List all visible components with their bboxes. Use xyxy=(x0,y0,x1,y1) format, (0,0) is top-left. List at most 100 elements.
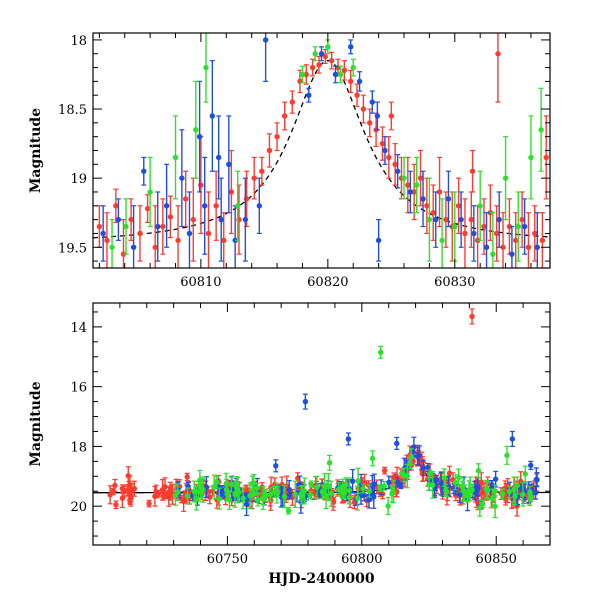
bottom-series-0-point-63 xyxy=(184,472,190,482)
top-series-0-point-34 xyxy=(347,69,354,94)
bottom-series-2-point-45 xyxy=(389,484,395,503)
top-series-2-point-3 xyxy=(172,115,179,200)
top-series-0-point-25 xyxy=(289,90,296,114)
bottom-x-axis-title: HJD-2400000 xyxy=(268,571,375,587)
bottom-series-2-point-103 xyxy=(461,484,468,502)
bottom-outlier-point-6 xyxy=(504,445,510,465)
top-model-curve xyxy=(93,60,550,239)
bottom-series-2-point-82 xyxy=(455,468,462,487)
bottom-series-2-point-69 xyxy=(477,499,483,517)
top-y-tick-label-2: 19 xyxy=(70,172,87,187)
bottom-series-1-point-88 xyxy=(371,484,377,509)
top-series-0-point-12 xyxy=(190,177,196,262)
bottom-series-2-point-46 xyxy=(443,486,450,498)
top-series-1-point-25 xyxy=(407,170,414,214)
bottom-series-2-point-38 xyxy=(407,458,413,469)
top-series-0-point-4 xyxy=(128,198,134,241)
bottom-series-2-point-109 xyxy=(223,472,229,495)
bottom-series-1-point-99 xyxy=(415,447,421,466)
bottom-series-0-point-225 xyxy=(167,481,173,501)
bottom-series-1-point-96 xyxy=(533,485,539,500)
bottom-x-tick-label-2: 60850 xyxy=(476,552,517,567)
top-y-axis-title: Magnitude xyxy=(28,108,44,193)
top-x-tick-label-2: 60830 xyxy=(434,275,475,290)
top-series-1-point-12 xyxy=(218,177,224,262)
bottom-plot-area xyxy=(93,308,550,519)
bottom-series-2-point-21 xyxy=(366,484,373,498)
bottom-series-1-point-53 xyxy=(243,492,250,517)
bottom-series-2-point-89 xyxy=(452,474,459,491)
bottom-series-2-point-47 xyxy=(240,487,246,510)
top-series-1-point-29 xyxy=(458,191,464,248)
top-series-0-point-28 xyxy=(309,58,316,77)
top-series-0-point-14 xyxy=(205,191,212,268)
top-series-1-point-15 xyxy=(242,177,249,262)
top-series-2-point-9 xyxy=(325,39,331,55)
top-series-1-point-31 xyxy=(483,212,490,268)
top-series-1-point-7 xyxy=(186,191,193,268)
top-series-0-point-9 xyxy=(167,195,174,239)
bottom-series-2-point-34 xyxy=(355,467,361,495)
bottom-series-2-point-65 xyxy=(214,476,220,489)
bottom-series-2-point-71 xyxy=(199,478,206,501)
top-series-1-point-19 xyxy=(332,65,339,84)
top-series-2-point-17 xyxy=(477,170,483,241)
top-series-1-point-4 xyxy=(155,191,161,262)
top-series-2-point-4 xyxy=(193,80,199,179)
bottom-series-2-point-83 xyxy=(314,475,320,499)
top-series-2-point-7 xyxy=(299,65,306,84)
top-series-0-point-31 xyxy=(328,51,335,70)
top-series-0-point-44 xyxy=(411,163,417,221)
bottom-series-2-point-108 xyxy=(346,490,353,505)
bottom-series-0-point-196 xyxy=(160,491,166,501)
top-series-1-point-38 xyxy=(306,87,312,103)
top-series-2-point-0 xyxy=(109,219,115,268)
bottom-series-0-point-112 xyxy=(146,499,152,508)
bottom-outlier-point-2 xyxy=(302,393,309,410)
top-y-tick-label-0: 18 xyxy=(70,34,87,49)
top-series-1-point-5 xyxy=(163,163,170,248)
top-series-2-point-12 xyxy=(401,156,407,200)
bottom-series-2-point-72 xyxy=(479,499,486,508)
top-series-0-point-22 xyxy=(266,133,273,168)
bottom-series-2-point-80 xyxy=(247,482,253,510)
top-series-1-point-1 xyxy=(115,198,122,241)
bottom-series-2-point-105 xyxy=(511,476,517,503)
top-series-0-point-55 xyxy=(481,198,487,255)
top-series-0-point-60 xyxy=(513,212,519,268)
top-series-2-point-13 xyxy=(414,156,420,214)
bottom-series-2-point-26 xyxy=(308,480,314,488)
bottom-y-axis-title: Magnitude xyxy=(28,381,44,466)
bottom-series-2-point-75 xyxy=(339,484,346,499)
top-series-2-point-8 xyxy=(312,46,318,62)
bottom-series-0-point-141 xyxy=(330,496,337,508)
bottom-series-2-point-100 xyxy=(469,483,475,497)
bottom-series-0-point-222 xyxy=(126,480,132,501)
top-series-1-point-10 xyxy=(209,60,216,172)
bottom-series-1-point-45 xyxy=(349,468,356,494)
bottom-series-2-point-39 xyxy=(475,463,482,479)
bottom-series-2-point-77 xyxy=(499,488,506,500)
bottom-outlier-point-3 xyxy=(345,432,352,446)
top-series-1-point-32 xyxy=(496,191,502,248)
top-series-2-point-2 xyxy=(147,156,153,228)
top-series-0-point-61 xyxy=(519,191,525,248)
bottom-series-2-point-79 xyxy=(522,465,528,483)
bottom-series-2-point-104 xyxy=(251,487,257,501)
bottom-series-2-point-59 xyxy=(381,480,387,491)
top-series-0-point-67 xyxy=(469,149,476,193)
top-series-0-point-57 xyxy=(493,205,500,262)
top-series-0-point-24 xyxy=(281,101,288,131)
top-series-0-point-35 xyxy=(354,83,360,107)
bottom-series-2-point-10 xyxy=(216,487,222,510)
top-series-1-point-27 xyxy=(433,191,439,248)
top-series-0-point-3 xyxy=(120,219,127,268)
bottom-series-2-point-40 xyxy=(399,468,405,479)
bottom-series-2-point-60 xyxy=(377,484,383,493)
bottom-series-1-point-48 xyxy=(420,460,426,477)
top-series-1-point-28 xyxy=(445,170,452,228)
bottom-series-0-point-134 xyxy=(152,486,158,507)
top-series-2-point-1 xyxy=(123,198,129,255)
top-series-0-point-1 xyxy=(104,212,110,268)
